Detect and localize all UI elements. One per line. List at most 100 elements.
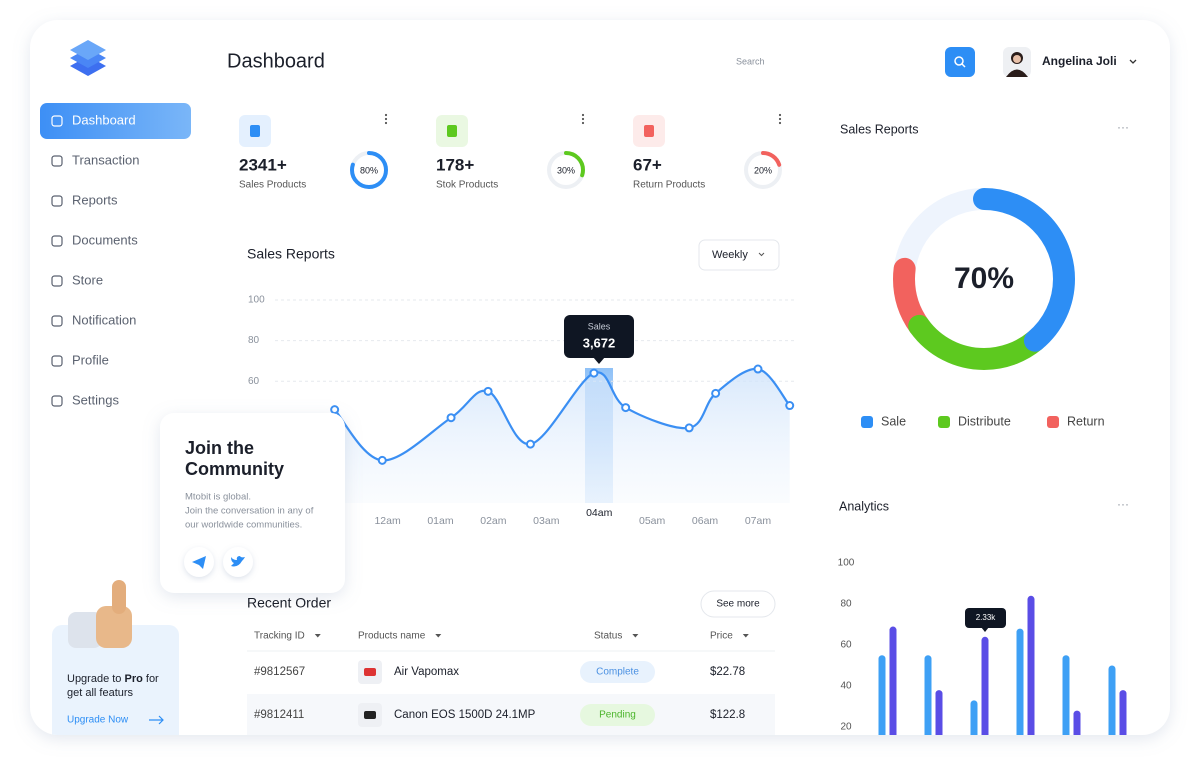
line-point <box>785 401 795 411</box>
y-tick-label: 20 <box>840 722 852 733</box>
stat-value: 178+ <box>436 155 474 174</box>
line-point <box>483 386 493 396</box>
legend-label: Sale <box>881 414 906 428</box>
stat-label: Sales Products <box>239 180 306 191</box>
bar <box>981 636 989 735</box>
y-tick-label: 80 <box>840 599 852 610</box>
sort-caret[interactable] <box>314 634 321 638</box>
tracking-id: #9812567 <box>254 666 305 678</box>
line-chart: 60 80 100 12am 01am 02am 03am 04am 05am 06am 07am <box>248 295 795 527</box>
menu-icon <box>51 315 63 327</box>
product-name: Air Vapomax <box>394 666 459 678</box>
status-pill <box>580 704 655 726</box>
stat-label: Stok Products <box>436 180 498 191</box>
community-card <box>160 413 345 593</box>
search-input[interactable]: Search <box>736 56 765 66</box>
upgrade-text-part: Pro <box>124 673 143 685</box>
donut-segment <box>893 188 1075 370</box>
menu-item[interactable]: Notification <box>72 312 136 327</box>
menu-icon <box>51 115 63 127</box>
user-name[interactable]: Angelina Joli <box>1042 54 1117 68</box>
column-header[interactable]: Products name <box>358 631 426 642</box>
more-dot <box>384 121 388 125</box>
section-title: Recent Order <box>247 595 331 611</box>
legend-swatch <box>861 416 873 428</box>
upgrade-link[interactable]: Upgrade Now <box>67 715 129 726</box>
status-pill <box>580 661 655 683</box>
bar <box>1108 665 1116 735</box>
menu-item[interactable]: Reports <box>72 192 118 207</box>
upgrade-text-part: for <box>143 673 159 685</box>
donut-segment <box>893 188 1075 370</box>
period-select[interactable] <box>698 239 780 271</box>
bar-chart: 20 40 60 80 100 <box>838 558 1127 735</box>
line-point <box>446 413 456 423</box>
more-menu[interactable]: ··· <box>1117 497 1129 511</box>
more-dot <box>581 117 585 121</box>
y-tick-label: 60 <box>840 640 852 651</box>
line-area <box>334 368 790 503</box>
upgrade-text-part: Upgrade to <box>67 673 124 685</box>
stat-label: Return Products <box>633 180 705 191</box>
menu-item[interactable]: Settings <box>72 392 119 407</box>
sort-caret[interactable] <box>632 634 639 638</box>
menu-item[interactable]: Store <box>72 272 103 287</box>
bar <box>1027 595 1035 735</box>
tooltip-value: 2.33k <box>976 613 997 622</box>
status-label: Pending <box>599 710 636 721</box>
sidebar-menu: Dashboard Transaction Reports Documents Stor… <box>51 112 139 407</box>
line-point <box>753 364 763 374</box>
ring-label: 30% <box>557 165 575 175</box>
column-header[interactable]: Status <box>594 631 622 642</box>
more-dot <box>581 113 585 117</box>
bar <box>970 700 978 735</box>
ring-label: 20% <box>754 165 772 175</box>
column-header[interactable]: Price <box>710 631 733 642</box>
sort-caret[interactable] <box>435 634 442 638</box>
donut-center-label: 70% <box>954 262 1014 295</box>
more-dot <box>384 117 388 121</box>
see-more-button[interactable] <box>700 590 776 618</box>
menu-icon <box>51 275 63 287</box>
content: Dashboard Search Angelina Joli Dashboard… <box>40 40 1137 735</box>
ring-arc <box>547 151 585 189</box>
stat-icon <box>250 125 260 137</box>
thumb-illustration <box>68 580 132 648</box>
upgrade-text: get all featurs <box>67 687 134 699</box>
period-label: Weekly <box>712 249 748 261</box>
x-tick-label: 12am <box>374 515 401 527</box>
legend-label: Return <box>1067 414 1105 428</box>
ring-arc <box>350 151 388 189</box>
orders-table: Tracking ID Products name Status Price #9812… <box>247 631 775 735</box>
upgrade-text: Upgrade to Pro for <box>67 673 159 685</box>
menu-item[interactable]: Transaction <box>72 152 139 167</box>
menu-item[interactable]: Documents <box>72 232 138 247</box>
x-tick-label: 06am <box>692 515 719 527</box>
menu-icon <box>51 235 63 247</box>
y-tick-label: 100 <box>838 558 855 569</box>
line-point <box>377 455 387 465</box>
stat-icon <box>447 125 457 137</box>
twitter-icon <box>231 556 245 567</box>
bar <box>1062 655 1070 735</box>
column-header[interactable]: Tracking ID <box>254 631 305 642</box>
x-tick-label: 01am <box>427 515 454 527</box>
telegram-icon <box>192 556 206 569</box>
tracking-id: #9812411 <box>254 709 304 721</box>
bar <box>935 690 943 735</box>
user-menu-chevron[interactable] <box>1129 59 1137 64</box>
sort-caret[interactable] <box>742 634 749 638</box>
line-point <box>621 403 631 413</box>
more-menu[interactable]: ··· <box>1117 120 1129 134</box>
community-title: Join the <box>185 438 254 458</box>
search-button[interactable] <box>945 47 975 77</box>
tooltip-label: Sales <box>588 321 611 331</box>
stat-cards: 2341+ Sales Products 80% 178+ Stok Products 3… <box>239 113 782 191</box>
tooltip-pointer <box>981 627 989 632</box>
stat-value: 67+ <box>633 155 662 174</box>
menu-item[interactable]: Profile <box>72 352 109 367</box>
menu-item[interactable]: Dashboard <box>72 112 136 127</box>
line-point <box>525 439 535 449</box>
more-dot <box>778 121 782 125</box>
